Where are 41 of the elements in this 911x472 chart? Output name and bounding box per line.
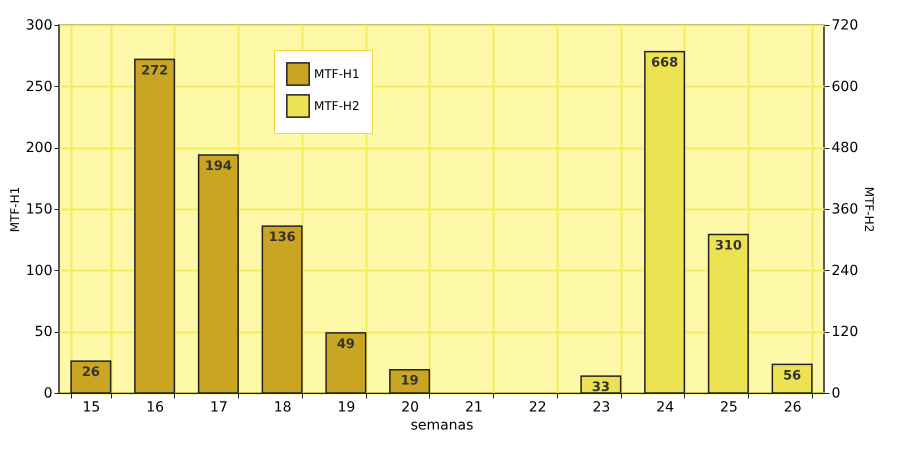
y-tick-label: 300 [26,18,52,34]
x-tick-label: 25 [720,400,738,416]
y2-tick-label: 240 [832,262,858,279]
x-axis-title: semanas [410,418,474,434]
x-tick-label: 23 [592,400,610,416]
y2-tick-label: 600 [832,78,858,95]
y-tick-label: 250 [26,78,52,95]
y2-tick-label: 480 [832,140,858,156]
data-label: 19 [400,374,419,389]
x-tick-label: 15 [82,400,100,416]
data-label: 310 [714,238,742,254]
data-label: 56 [783,368,802,384]
y-tick-label: 0 [44,386,52,402]
y-tick-label: 150 [26,202,52,218]
data-label: 26 [82,365,100,380]
x-tick-label: 20 [401,400,420,416]
y-tick-label: 200 [26,140,52,156]
x-tick-label: 26 [784,400,802,416]
data-label: 136 [268,230,296,246]
x-tick-label: 18 [274,400,292,416]
y2-tick-label: 120 [832,324,858,340]
data-label: 668 [651,56,678,71]
data-label: 33 [592,380,610,396]
x-tick-label: 21 [464,400,483,416]
x-tick-label: 19 [337,400,356,416]
x-tick-label: 22 [528,400,547,416]
legend-label: MTF-H1 [314,67,360,81]
y-axis-title: MTF-H1 [8,186,22,232]
y2-tick-label: 360 [832,202,858,218]
data-label: 272 [141,63,168,78]
y-tick-label: 100 [26,262,52,279]
y2-axis-title: MTF-H2 [862,186,876,232]
y-tick-label: 50 [34,324,52,340]
legend-label: MTF-H2 [314,99,360,113]
data-label: 49 [336,336,355,352]
data-label: 194 [204,159,232,174]
y2-tick-label: 0 [832,386,840,402]
y2-tick-label: 720 [832,18,858,34]
x-tick-label: 17 [210,400,228,416]
x-tick-label: 16 [146,400,164,416]
x-tick-label: 24 [656,400,674,416]
